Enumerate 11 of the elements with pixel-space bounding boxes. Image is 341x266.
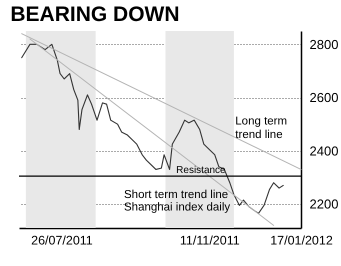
x-tick-label: 17/01/2012 [270, 234, 333, 248]
y-tick-label: 2600 [310, 90, 338, 106]
y-tick-label: 2800 [310, 36, 338, 52]
annotation: Shanghai index daily [124, 202, 230, 214]
x-tick-label: 26/07/2011 [31, 234, 93, 248]
y-tick-label: 2400 [310, 143, 338, 158]
y-tick-label: 2200 [310, 196, 338, 212]
x-tick-label: 11/11/2011 [180, 234, 240, 248]
chart-title: BEARING DOWN [10, 3, 180, 26]
annotation: Long term trend line [235, 116, 288, 142]
annotation: Short term trend line [124, 189, 228, 201]
